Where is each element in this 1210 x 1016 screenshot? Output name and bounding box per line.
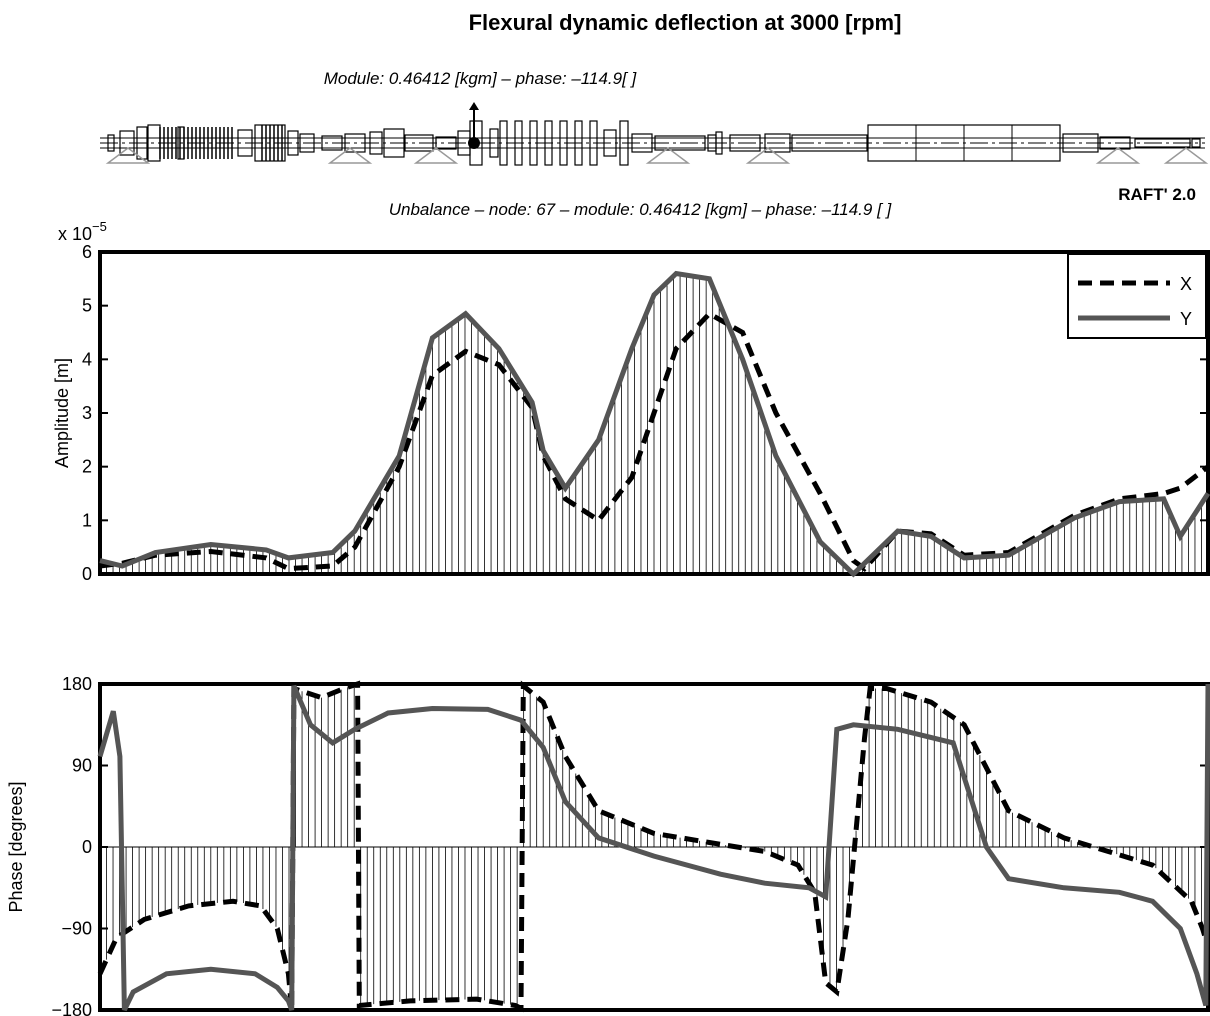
brand-label: RAFT' 2.0 bbox=[1118, 185, 1196, 204]
rotor-segment bbox=[631, 133, 653, 153]
bearing-support bbox=[105, 147, 151, 164]
phase-tick-label: −90 bbox=[61, 919, 92, 939]
rotor-disk bbox=[544, 120, 553, 166]
legend: X Y bbox=[1067, 253, 1207, 339]
phase-y-ticks: −180 −90 0 90 180 bbox=[51, 674, 1208, 1016]
bearing-support bbox=[645, 147, 691, 164]
phase-panel: −180 −90 0 90 180 Phase [degrees] bbox=[6, 674, 1210, 1016]
legend-box bbox=[1067, 253, 1207, 339]
rotor-segment bbox=[654, 135, 706, 151]
amplitude-tick-label: 5 bbox=[82, 296, 92, 316]
rotor-segment bbox=[764, 133, 791, 153]
amplitude-ylabel: Amplitude [m] bbox=[52, 358, 72, 468]
amplitude-tick-label: 4 bbox=[82, 349, 92, 369]
rotor-segment bbox=[287, 130, 299, 156]
amplitude-tick-label: 6 bbox=[82, 242, 92, 262]
rotor-segment bbox=[321, 135, 343, 151]
phase-tick-label: 0 bbox=[82, 837, 92, 857]
amplitude-panel: 0 1 2 3 4 5 6 Amplitude [m] x 10−5 X Y bbox=[52, 219, 1210, 584]
phase-tick-label: −180 bbox=[51, 1000, 92, 1016]
rotor-segment bbox=[1062, 133, 1099, 153]
rotor-segment bbox=[299, 133, 315, 153]
bearing-support bbox=[745, 147, 791, 164]
rotor-segment bbox=[489, 128, 499, 158]
unbalance-arrow-head bbox=[469, 102, 479, 110]
bearing-support bbox=[1163, 147, 1209, 164]
amplitude-tick-label: 0 bbox=[82, 564, 92, 584]
bearing-support bbox=[327, 147, 373, 164]
phase-series-x bbox=[97, 680, 1210, 1013]
rotor-segment bbox=[1134, 138, 1191, 148]
phase-ylabel: Phase [degrees] bbox=[6, 781, 26, 912]
amplitude-scale-label: x 10−5 bbox=[58, 219, 107, 244]
rotor-segment bbox=[603, 129, 617, 157]
rotor-disk bbox=[559, 120, 568, 166]
phase-stems bbox=[106, 685, 1202, 1007]
rotor-segment bbox=[369, 131, 383, 155]
rotor-segment bbox=[107, 134, 115, 152]
rotor-disk bbox=[529, 120, 538, 166]
rotor-segment bbox=[715, 131, 723, 155]
unbalance-text: Unbalance – node: 67 – module: 0.46412 [… bbox=[389, 200, 893, 219]
module-text: Module: 0.46412 [kgm] – phase: –114.9[ ] bbox=[324, 69, 638, 88]
bearing-support bbox=[413, 147, 459, 164]
amplitude-tick-label: 1 bbox=[82, 510, 92, 530]
amplitude-tick-label: 3 bbox=[82, 403, 92, 423]
amplitude-series-y bbox=[99, 270, 1210, 578]
rotor-disk bbox=[514, 120, 523, 166]
bearing-support bbox=[1095, 147, 1141, 164]
chart-title: Flexural dynamic deflection at 3000 [rpm… bbox=[469, 10, 902, 35]
amplitude-series-x bbox=[99, 310, 1210, 572]
phase-tick-label: 180 bbox=[62, 674, 92, 694]
rotor-segment bbox=[435, 136, 457, 150]
legend-label-x: X bbox=[1180, 274, 1192, 294]
amplitude-y-ticks: 0 1 2 3 4 5 6 bbox=[82, 242, 1208, 584]
legend-label-y: Y bbox=[1180, 309, 1192, 329]
rotor-schematic bbox=[100, 102, 1209, 166]
rotor-segment bbox=[383, 128, 405, 158]
rotor-disk bbox=[574, 120, 583, 166]
rotor-disk bbox=[589, 120, 598, 166]
phase-tick-label: 90 bbox=[72, 756, 92, 776]
rotor-segment bbox=[1191, 138, 1201, 148]
rotor-segment bbox=[619, 120, 629, 166]
rotor-segment bbox=[791, 134, 868, 152]
rotor-disk bbox=[499, 120, 508, 166]
rotor-segment bbox=[404, 134, 434, 152]
rotor-segment bbox=[119, 130, 135, 156]
rotor-segment bbox=[237, 129, 253, 157]
rotor-segment bbox=[729, 134, 761, 152]
rotor-segment bbox=[1099, 136, 1131, 150]
phase-series-y bbox=[97, 683, 1210, 1012]
amplitude-tick-label: 2 bbox=[82, 457, 92, 477]
